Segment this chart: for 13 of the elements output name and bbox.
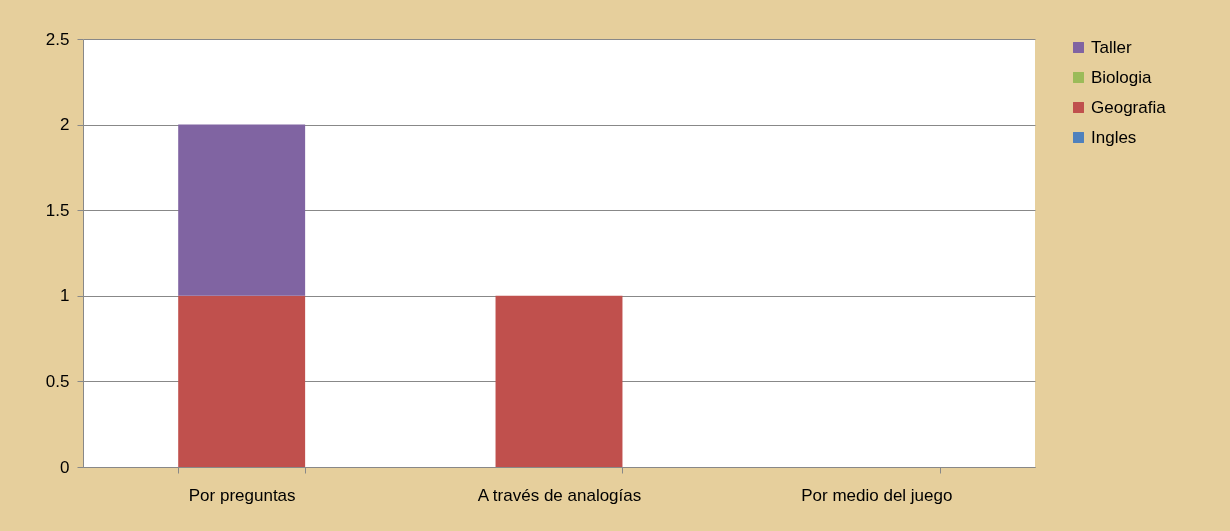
legend-label: Biologia bbox=[1091, 67, 1153, 87]
y-tick-label: 1 bbox=[60, 286, 70, 306]
y-tick-label: 0.5 bbox=[45, 371, 70, 391]
y-tick-label: 2.5 bbox=[45, 29, 70, 49]
y-tick-label: 2 bbox=[60, 115, 70, 135]
y-tick-label: 1.5 bbox=[45, 200, 70, 220]
x-tick-label: A través de analogías bbox=[477, 485, 642, 505]
y-tick-label: 0 bbox=[60, 457, 70, 477]
legend-label: Geografia bbox=[1091, 97, 1167, 117]
legend-label: Taller bbox=[1091, 37, 1132, 57]
legend-label: Ingles bbox=[1091, 127, 1137, 147]
x-tick-label: Por medio del juego bbox=[801, 485, 953, 505]
x-tick-label: Por preguntas bbox=[188, 485, 296, 505]
